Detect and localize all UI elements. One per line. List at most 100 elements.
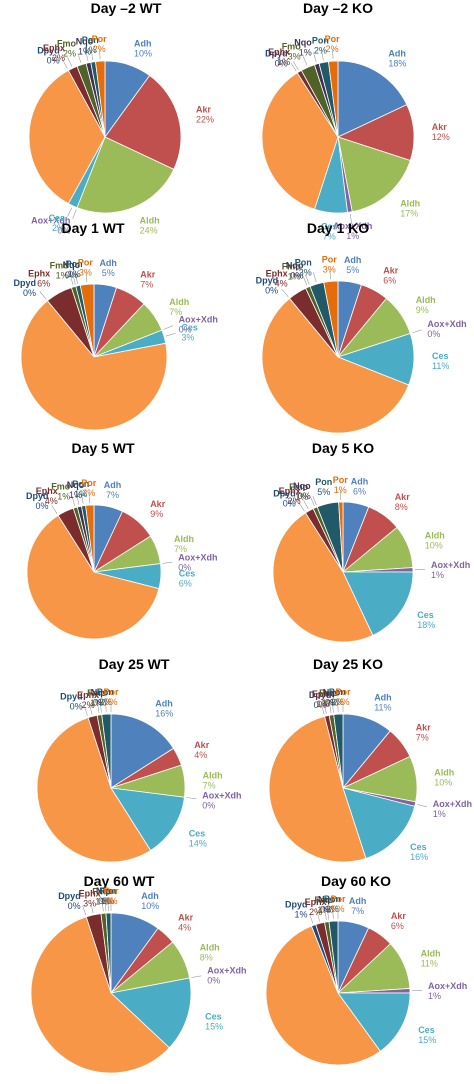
slice-label-akr: Akr	[391, 911, 407, 921]
slice-label-nqo: Nqo	[294, 38, 312, 48]
leader-line-ces	[166, 333, 176, 336]
slice-value-aox-xdh: 1%	[431, 570, 444, 580]
slice-value-aox-xdh: 0%	[202, 801, 215, 811]
slice-label-cyp: Cyp	[50, 1017, 68, 1027]
slice-value-akr: 7%	[416, 733, 429, 743]
slice-value-ces: 16%	[410, 852, 428, 862]
slice-value-ephx: 3%	[83, 898, 96, 908]
slice-label-aldh: Aldh	[169, 297, 189, 307]
leader-line-dpyd	[282, 289, 288, 297]
slice-label-ces: Ces	[410, 842, 427, 852]
slice-value-por: 0%	[331, 904, 344, 914]
slice-label-cyp: Cyp	[271, 135, 289, 145]
pie-panel-8: Day 25 KOAdh11%Akr7%Aldh10%Aox+Xdh1%Ces1…	[269, 656, 472, 862]
pie-panel-1: Day –2 WTAdh10%Akr22%Aldh24%Aox+Xdh0%Ces…	[29, 0, 214, 235]
slice-label-adh: Adh	[155, 698, 173, 708]
slice-label-aox-xdh: Aox+Xdh	[202, 791, 241, 801]
slice-value-por: 0%	[336, 697, 349, 707]
chart-title: Day 5 KO	[312, 440, 374, 456]
slice-label-cyp: Cyp	[280, 1011, 298, 1021]
slice-label-por: Por	[322, 254, 338, 264]
slice-value-cyp: 58%	[294, 406, 312, 416]
slice-label-adh: Adh	[351, 477, 369, 487]
slice-label-aldh: Aldh	[416, 295, 436, 305]
leader-line-pon	[313, 273, 316, 283]
slice-label-pon: Pon	[315, 477, 332, 487]
slice-value-cyp: 48%	[286, 599, 304, 609]
slice-label-aox-xdh: Aox+Xdh	[431, 560, 470, 570]
slice-label-aox-xdh: Aox+Xdh	[207, 966, 246, 976]
chart-title: Day 60 KO	[321, 873, 391, 889]
slice-value-adh: 10%	[141, 901, 159, 911]
leader-line-dpyd	[52, 505, 57, 513]
slice-label-por: Por	[335, 687, 351, 697]
slice-label-fmo: Fmo	[57, 39, 77, 49]
slice-value-akr: 6%	[391, 921, 404, 931]
slice-value-akr: 4%	[178, 923, 191, 933]
slice-label-akr: Akr	[383, 266, 399, 276]
slice-label-por: Por	[103, 687, 119, 697]
slice-label-por: Por	[103, 886, 119, 896]
slice-value-nqo: 0%	[298, 491, 311, 501]
slice-value-aox-xdh: 1%	[428, 991, 441, 1001]
leader-line-aox-xdh	[73, 210, 77, 219]
slice-label-adh: Adh	[141, 891, 159, 901]
slice-label-por: Por	[330, 894, 346, 904]
chart-title: Day 1 WT	[61, 220, 124, 236]
slice-label-aox-xdh: Aox+Xdh	[428, 981, 467, 991]
chart-title: Day 1 KO	[307, 220, 369, 236]
slice-label-adh: Adh	[349, 896, 367, 906]
slice-label-ephx: Ephx	[28, 268, 50, 278]
slice-value-cyp: 51%	[279, 805, 297, 815]
pie-panel-7: Day 25 WTAdh16%Akr4%Aldh7%Aox+Xdh0%Ces14…	[37, 656, 242, 862]
slice-value-adh: 7%	[106, 490, 119, 500]
leader-line-dpyd	[291, 63, 296, 71]
slice-value-adh: 18%	[388, 59, 406, 69]
slice-value-ces: 15%	[205, 1021, 223, 1031]
chart-title: Day 25 WT	[99, 656, 170, 672]
slice-label-adh: Adh	[99, 258, 117, 268]
slice-value-aox-xdh: 0%	[207, 976, 220, 986]
slice-label-cyp: Cyp	[287, 589, 305, 599]
slice-value-por: 3%	[323, 264, 336, 274]
slice-value-adh: 6%	[353, 487, 366, 497]
slice-value-por: 3%	[79, 267, 92, 277]
chart-title: Day 25 KO	[313, 656, 383, 672]
leader-line-aox-xdh	[412, 330, 422, 333]
slice-value-akr: 9%	[150, 509, 163, 519]
slice-label-adh: Adh	[134, 39, 152, 49]
slice-label-aldh: Aldh	[421, 948, 441, 958]
leader-line-aox-xdh	[186, 798, 196, 799]
slice-value-dpyd: 1%	[294, 909, 307, 919]
slice-value-adh: 10%	[134, 49, 152, 59]
pie-panel-4: Day 1 KOAdh5%Akr6%Aldh9%Aox+Xdh0%Ces11%C…	[256, 220, 467, 433]
slice-label-cyp: Cyp	[50, 804, 68, 814]
slice-value-ces: 11%	[432, 361, 449, 371]
slice-value-ephx: 4%	[45, 496, 58, 506]
slice-label-akr: Akr	[395, 492, 411, 502]
slice-label-aldh: Aldh	[174, 534, 194, 544]
slice-label-ces: Ces	[432, 351, 449, 361]
slice-label-akr: Akr	[178, 913, 194, 923]
slice-label-pon: Pon	[295, 258, 312, 268]
slice-label-adh: Adh	[104, 480, 122, 490]
slice-value-aldh: 11%	[421, 958, 438, 968]
slice-value-aldh: 17%	[400, 209, 418, 219]
pie-panel-9: Day 60 WTAdh10%Akr4%Aldh8%Aox+Xdh0%Ces15…	[31, 873, 247, 1073]
slice-label-dpyd: Dpyd	[14, 278, 37, 288]
slice-label-akr: Akr	[194, 740, 210, 750]
pie-panel-10: Day 60 KOAdh7%Akr6%Aldh11%Aox+Xdh1%Ces15…	[266, 873, 467, 1065]
chart-title: Day –2 WT	[91, 0, 162, 16]
slice-value-akr: 6%	[383, 276, 396, 286]
slice-value-aldh: 9%	[416, 305, 429, 315]
leader-line-aox-xdh	[164, 326, 173, 330]
slice-value-akr: 22%	[196, 115, 214, 125]
slice-value-cyp: 62%	[54, 615, 72, 625]
slice-label-ces: Ces	[417, 610, 434, 620]
slice-label-por: Por	[81, 478, 97, 488]
slice-value-ces: 15%	[418, 1035, 436, 1045]
slice-label-por: Por	[78, 257, 94, 267]
slice-label-por: Por	[325, 34, 341, 44]
slice-value-adh: 5%	[346, 265, 359, 275]
